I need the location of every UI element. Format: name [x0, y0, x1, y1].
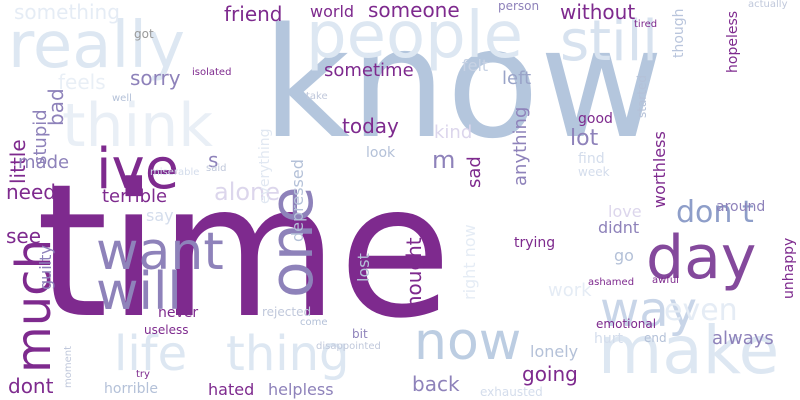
word-sad: sad	[464, 156, 485, 189]
word-left: left	[502, 68, 532, 89]
word-will: will	[96, 262, 182, 322]
word-ashamed: ashamed	[588, 277, 635, 288]
word-useless: useless	[144, 323, 189, 337]
word-come: come	[300, 317, 328, 328]
word-life: life	[114, 326, 188, 382]
word-moment: moment	[63, 345, 74, 388]
word-well: well	[112, 93, 132, 104]
word-something: something	[14, 0, 120, 24]
word-still: still	[560, 9, 658, 74]
word-ive: ive	[96, 137, 180, 202]
word-thought: thought	[402, 237, 426, 316]
word-unhappy: unhappy	[781, 237, 797, 299]
word-know: know	[262, 0, 664, 172]
word-even: even	[664, 293, 738, 328]
word-someone: someone	[368, 0, 460, 22]
word-day: day	[646, 223, 757, 293]
word-find: find	[578, 151, 605, 167]
word-hopeless: hopeless	[725, 11, 741, 74]
word-way: way	[600, 282, 698, 338]
word-m: m	[432, 146, 456, 174]
word-never: never	[158, 305, 199, 321]
word-actually: actually	[748, 0, 788, 10]
word-end: end	[644, 331, 667, 345]
word-hated: hated	[208, 380, 255, 399]
word-friend: friend	[224, 2, 283, 26]
word-sometime: sometime	[324, 60, 414, 81]
word-try: try	[136, 369, 150, 380]
word-lonely: lonely	[530, 342, 579, 361]
word-feels: feels	[58, 70, 106, 94]
word-time: time	[36, 145, 452, 359]
word-right-now: right now	[460, 224, 479, 301]
word-say: say	[146, 206, 174, 225]
word-terrible: terrible	[102, 186, 168, 207]
word-lot: lot	[570, 126, 599, 151]
word-worthless: worthless	[650, 131, 669, 209]
word-depressed: depressed	[288, 159, 307, 243]
word-horrible: horrible	[104, 381, 158, 397]
word-awful: awful	[652, 275, 679, 286]
word-take: take	[306, 91, 328, 102]
word-exhausted: exhausted	[480, 385, 543, 399]
word-hurt: hurt	[594, 331, 623, 347]
word-tired: tired	[634, 19, 658, 30]
word-people: people	[306, 0, 523, 73]
word-though: though	[671, 8, 687, 59]
word-anything: anything	[510, 106, 531, 187]
word-world: world	[310, 2, 355, 21]
word-thing: thing	[226, 326, 350, 382]
word-started: started	[635, 75, 649, 119]
word-everything: everything	[257, 128, 273, 204]
word-going: going	[522, 362, 578, 386]
word-rejected: rejected	[262, 305, 312, 319]
word-think: think	[62, 91, 213, 161]
word-s: s	[208, 148, 219, 172]
word-go: go	[614, 246, 634, 265]
word-person: person	[498, 0, 540, 13]
word-helpless: helpless	[268, 380, 334, 399]
word-got: got	[134, 27, 154, 41]
word-made: made	[18, 152, 70, 173]
word-bit: bit	[352, 327, 368, 341]
word-make: make	[598, 312, 780, 389]
word-see: see	[6, 224, 42, 248]
word-said: said	[206, 163, 227, 174]
word-sorry: sorry	[130, 66, 181, 90]
word-alone: alone	[214, 178, 281, 206]
word-isolated: isolated	[192, 67, 232, 78]
word-now: now	[414, 312, 522, 372]
word-look: look	[366, 145, 396, 161]
word-don-t: don t	[676, 195, 754, 230]
word-back: back	[412, 372, 460, 396]
word-felt: felt	[462, 56, 489, 75]
word-didnt: didnt	[598, 218, 640, 237]
word-emotional: emotional	[596, 317, 657, 331]
word-miserable: miserable	[150, 167, 200, 178]
word-dont: dont	[8, 374, 54, 398]
word-always: always	[712, 328, 774, 349]
word-need: need	[6, 180, 56, 204]
word-around: around	[716, 199, 766, 215]
word-want: want	[96, 222, 224, 282]
word-trying: trying	[514, 235, 556, 251]
word-without: without	[560, 0, 636, 24]
word-disappointed: disappointed	[316, 341, 381, 352]
word-really: really	[8, 9, 185, 83]
word-work: work	[548, 280, 592, 301]
word-good: good	[578, 111, 613, 127]
word-love: love	[608, 202, 642, 221]
word-lost: lost	[354, 253, 373, 283]
word-kind: kind	[434, 122, 473, 143]
word-today: today	[342, 114, 399, 138]
word-guilty: guilty	[36, 244, 55, 290]
word-week: week	[578, 165, 610, 179]
